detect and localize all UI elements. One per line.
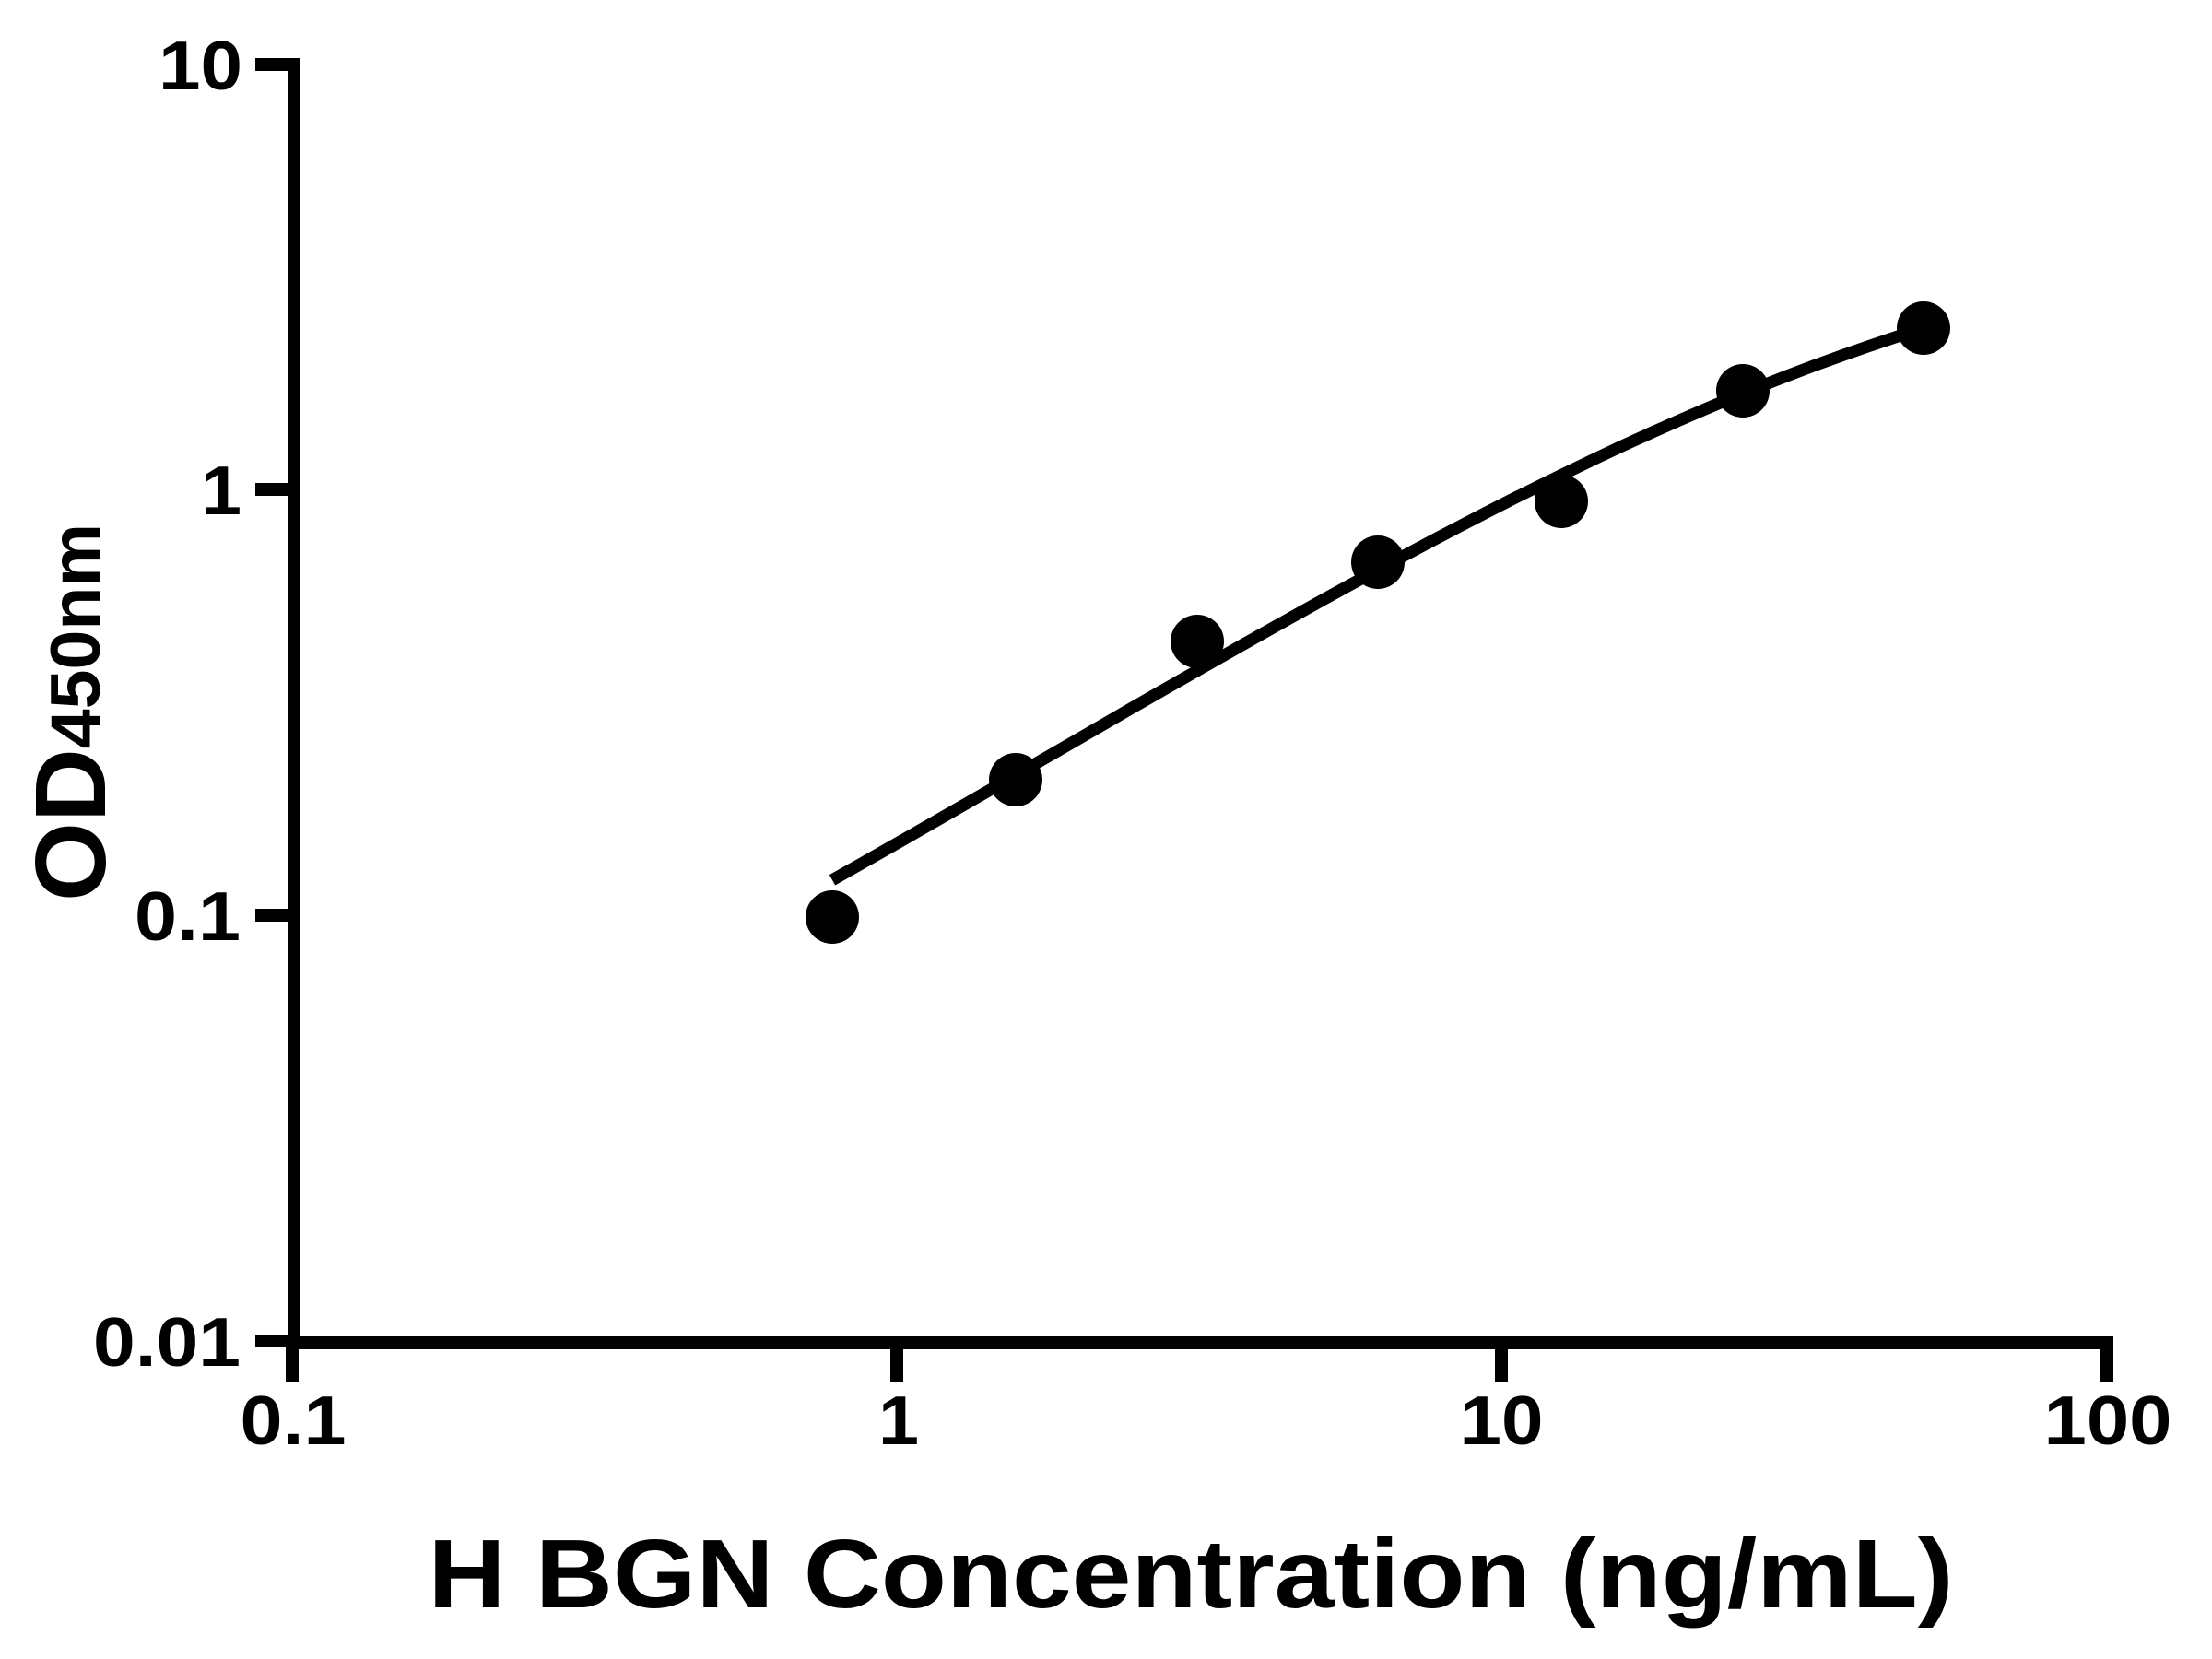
svg-text:1: 1 xyxy=(201,452,241,529)
svg-text:0.1: 0.1 xyxy=(135,877,241,955)
svg-text:10: 10 xyxy=(1460,1382,1544,1459)
svg-text:0.01: 0.01 xyxy=(93,1303,241,1381)
svg-text:0.1: 0.1 xyxy=(241,1382,347,1459)
svg-text:100: 100 xyxy=(2044,1382,2172,1459)
svg-text:H BGN Concentration (ng/mL): H BGN Concentration (ng/mL) xyxy=(429,1520,1954,1629)
svg-text:1: 1 xyxy=(878,1382,919,1459)
svg-text:10: 10 xyxy=(159,27,242,104)
